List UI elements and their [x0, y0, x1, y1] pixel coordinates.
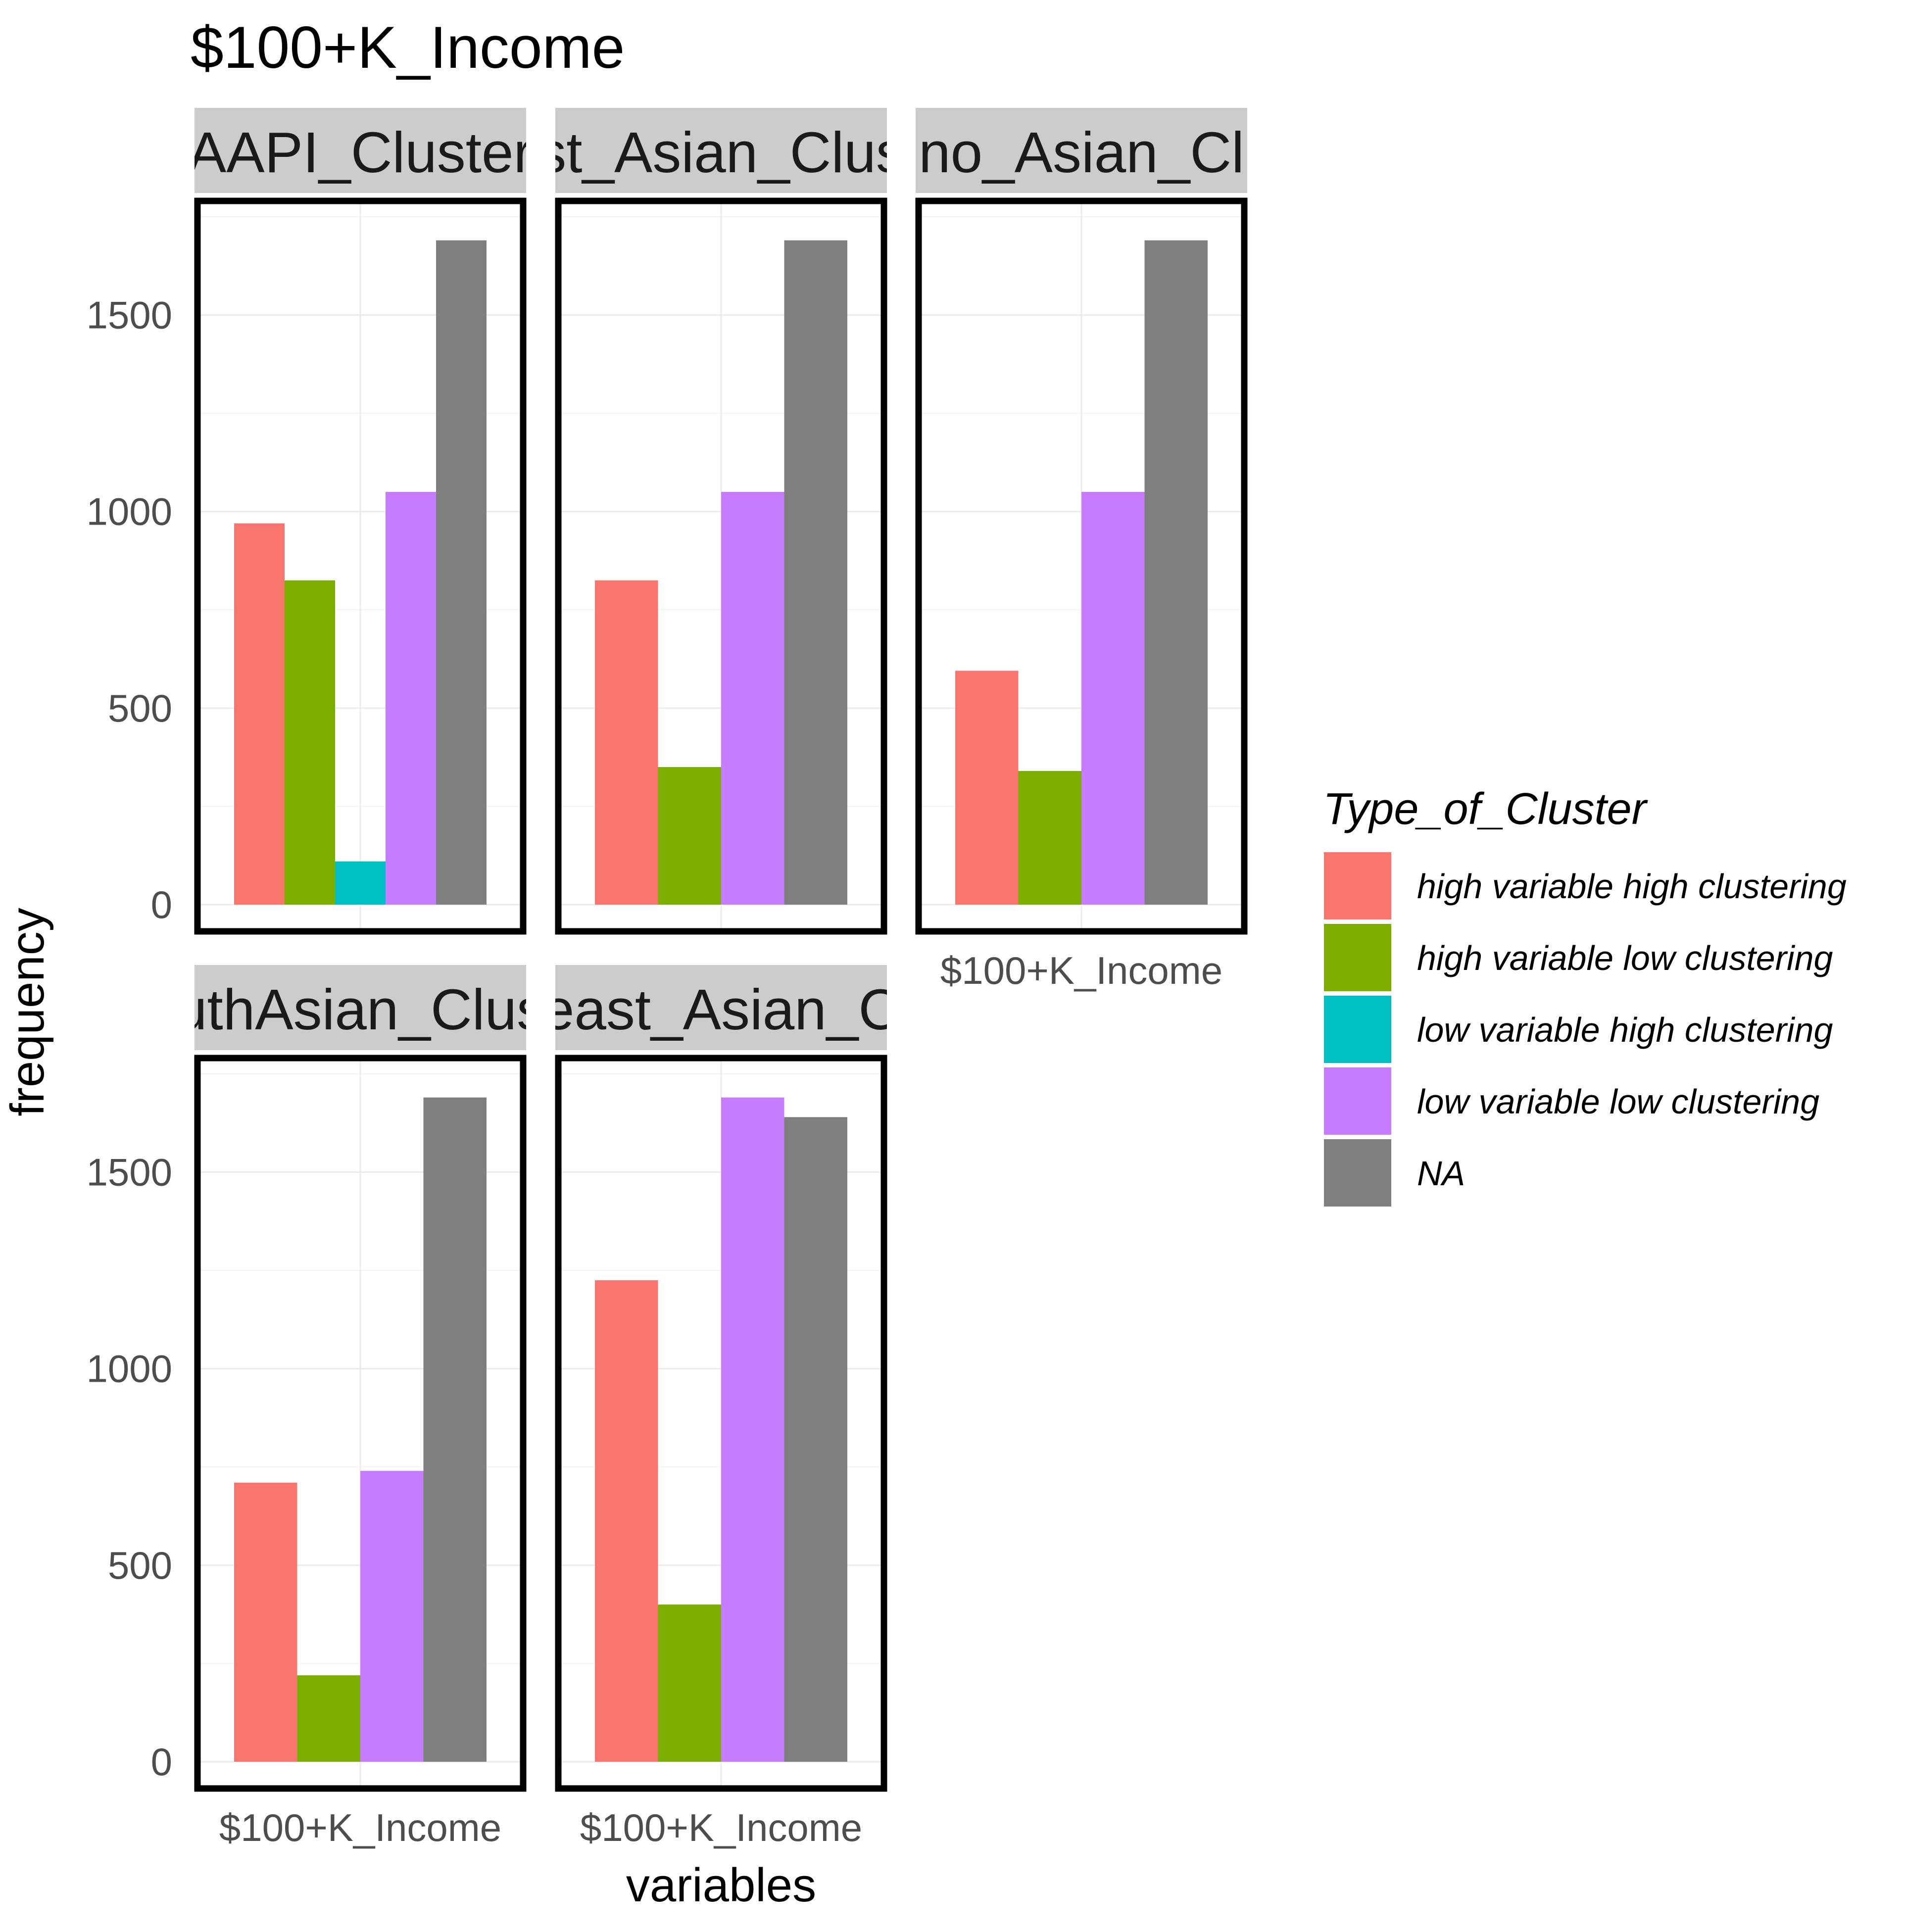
facet-border: [915, 197, 1248, 935]
y-tick-label: 500: [108, 686, 172, 730]
bar-high-variable-low-clustering: [297, 1675, 360, 1762]
y-axis-title: frequency: [1, 908, 54, 1116]
legend-key: [1322, 994, 1393, 1065]
y-tick-label: 1500: [86, 293, 172, 337]
bar-high-variable-high-clustering: [955, 671, 1019, 905]
legend-key: [1322, 1137, 1393, 1208]
bar-na: [436, 240, 487, 905]
x-tick-label: $100+K_Income: [580, 1806, 862, 1849]
bar-high-variable-low-clustering: [658, 1604, 721, 1762]
legend-label: high variable low clustering: [1417, 939, 1833, 977]
facet-strip-label: no_Asian_Cl: [919, 120, 1244, 185]
legend-entry-high-variable-low-clustering: high variable low clustering: [1322, 922, 1833, 993]
bar-high-variable-low-clustering: [285, 580, 335, 905]
y-tick-label: 1500: [86, 1151, 172, 1194]
facet-strip-label: uthAsian_Clus: [175, 977, 545, 1042]
bar-high-variable-high-clustering: [595, 580, 658, 905]
y-tick-label: 0: [151, 883, 172, 926]
legend-key: [1322, 1065, 1393, 1137]
facet-strip-label: east_Asian_C: [542, 977, 900, 1042]
facet-strip: [195, 965, 526, 1050]
facet-panel-4: uthAsian_Clus 0 500 1000 1500 $100+K_Income: [86, 965, 545, 1849]
bar-na: [784, 1117, 847, 1762]
bar-high-variable-low-clustering: [658, 767, 721, 905]
x-tick-label: $100+K_Income: [219, 1806, 501, 1849]
bar-low-variable-low-clustering: [721, 492, 784, 905]
y-tick-label: 0: [151, 1740, 172, 1784]
legend-label: NA: [1417, 1154, 1465, 1193]
facet-strip: [555, 108, 887, 193]
facet-border: [555, 197, 887, 935]
chart-title: $100+K_Income: [191, 14, 625, 81]
y-tick-label: 1000: [86, 490, 172, 533]
facet-panel-1: AAPI_Cluster 0 500 1000 1500: [86, 108, 533, 935]
facet-strip-label: AAPI_Cluster: [188, 120, 533, 185]
x-tick-label: $100+K_Income: [940, 949, 1222, 992]
bar-high-variable-low-clustering: [1018, 771, 1081, 905]
facet-panel-3: no_Asian_Cl $100+K_Income: [915, 108, 1248, 992]
legend-entry-high-variable-high-clustering: high variable high clustering: [1322, 850, 1847, 921]
legend-label: low variable low clustering: [1417, 1082, 1819, 1121]
y-tick-label: 500: [108, 1544, 172, 1587]
bar-high-variable-high-clustering: [234, 1483, 297, 1762]
bar-low-variable-high-clustering: [335, 861, 386, 905]
facet-strip-label: st_Asian_Clus: [537, 120, 904, 185]
facet-strip: [195, 108, 526, 193]
x-axis-title: variables: [626, 1859, 816, 1912]
legend-key: [1322, 850, 1393, 921]
bar-na: [784, 240, 847, 905]
y-tick-label: 1000: [86, 1347, 172, 1391]
facet-strip: [555, 965, 887, 1050]
bar-na: [423, 1097, 487, 1762]
legend-title: Type_of_Cluster: [1323, 784, 1648, 834]
bar-na: [1144, 240, 1208, 905]
legend: Type_of_Cluster high variable high clust…: [1322, 784, 1847, 1208]
facet-panel-2: st_Asian_Clus: [537, 108, 904, 935]
bar-low-variable-low-clustering: [1081, 492, 1145, 905]
facet-border: [194, 197, 527, 935]
bar-low-variable-low-clustering: [386, 492, 436, 905]
bar-low-variable-low-clustering: [721, 1097, 784, 1762]
bar-low-variable-low-clustering: [360, 1471, 424, 1762]
legend-key: [1322, 922, 1393, 993]
legend-entry-low-variable-high-clustering: low variable high clustering: [1322, 994, 1833, 1065]
facets-layer: AAPI_Cluster 0 500 1000 1500 st_Asian_Clus no_…: [86, 108, 1248, 1849]
facet-strip: [916, 108, 1247, 193]
bar-high-variable-high-clustering: [234, 523, 285, 905]
facet-border: [555, 1055, 887, 1792]
facet-panel-5: east_Asian_C $100+K_Income: [542, 965, 900, 1849]
bar-high-variable-high-clustering: [595, 1280, 658, 1762]
legend-label: high variable high clustering: [1417, 867, 1847, 906]
legend-entry-na: NA: [1322, 1137, 1465, 1208]
legend-label: low variable high clustering: [1417, 1011, 1833, 1049]
facet-border: [194, 1055, 527, 1792]
legend-entry-low-variable-low-clustering: low variable low clustering: [1322, 1065, 1819, 1137]
